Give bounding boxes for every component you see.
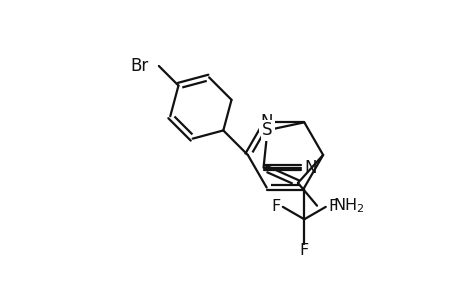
Text: Br: Br [130, 57, 149, 75]
Text: F: F [271, 200, 280, 214]
Text: F: F [327, 200, 336, 214]
Text: N: N [304, 159, 317, 177]
Text: F: F [299, 244, 308, 259]
Text: N: N [260, 113, 272, 131]
Text: NH$_2$: NH$_2$ [332, 196, 364, 215]
Text: S: S [262, 121, 272, 139]
